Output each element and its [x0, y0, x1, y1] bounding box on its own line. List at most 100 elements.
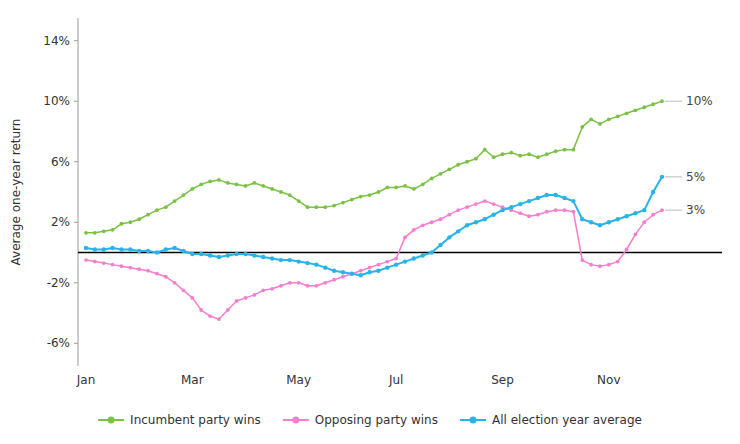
- series-point: [270, 287, 274, 291]
- series-point: [102, 229, 106, 233]
- annotation: 5%: [686, 170, 705, 184]
- series-point: [501, 152, 505, 156]
- series-point: [624, 214, 628, 218]
- series-point: [571, 210, 575, 214]
- series-point: [359, 269, 363, 273]
- series-point: [137, 249, 141, 253]
- series-point: [208, 180, 212, 184]
- series-point: [545, 193, 549, 197]
- series-point: [633, 211, 637, 215]
- legend-label: Incumbent party wins: [130, 413, 261, 427]
- series-point: [172, 246, 176, 250]
- series-point: [660, 175, 664, 179]
- series-point: [84, 258, 88, 262]
- series-point: [616, 260, 620, 264]
- series-point: [305, 261, 309, 265]
- y-axis-line: [78, 18, 79, 366]
- series-point: [439, 217, 443, 221]
- series-point: [616, 114, 620, 118]
- series-point: [244, 296, 248, 300]
- series-point: [146, 249, 150, 253]
- annotation-connector: [665, 176, 682, 177]
- series-point: [261, 288, 265, 292]
- series-point: [128, 247, 132, 251]
- series-point: [173, 199, 177, 203]
- series-point: [598, 122, 602, 126]
- series-point: [500, 208, 504, 212]
- series-point: [429, 250, 433, 254]
- series-point: [137, 267, 141, 271]
- series-point: [146, 213, 150, 217]
- series-point: [527, 152, 531, 156]
- series-point: [607, 220, 611, 224]
- y-tick-label: 6%: [51, 155, 70, 169]
- series-point: [607, 263, 611, 267]
- series-point: [332, 204, 336, 208]
- series-point: [279, 284, 283, 288]
- series-point: [155, 208, 159, 212]
- series-point: [296, 259, 300, 263]
- series-point: [598, 264, 602, 268]
- series-point: [536, 155, 540, 159]
- series-point: [492, 202, 496, 206]
- series-point: [84, 246, 88, 250]
- y-tick: [74, 343, 78, 344]
- series-point: [314, 262, 318, 266]
- series-point: [270, 187, 274, 191]
- series-point: [234, 252, 238, 256]
- series-point: [642, 220, 646, 224]
- series-point: [412, 256, 416, 260]
- series-point: [279, 258, 283, 262]
- series-point: [146, 269, 150, 273]
- series-point: [244, 184, 248, 188]
- series-point: [368, 266, 372, 270]
- series-point: [607, 117, 611, 121]
- legend-marker: [292, 417, 299, 424]
- series-point: [190, 296, 194, 300]
- series-point: [93, 260, 97, 264]
- series-point: [84, 231, 88, 235]
- series-point: [288, 258, 292, 262]
- series-point: [155, 272, 159, 276]
- series-point: [483, 199, 487, 203]
- series-point: [111, 263, 115, 267]
- series-line: [86, 101, 662, 233]
- series-point: [288, 193, 292, 197]
- series-point: [580, 125, 584, 129]
- series-point: [580, 217, 584, 221]
- series-point: [562, 196, 566, 200]
- series-point: [430, 220, 434, 224]
- series-point: [306, 205, 310, 209]
- y-tick: [74, 282, 78, 283]
- series-point: [279, 190, 283, 194]
- series-point: [217, 178, 221, 182]
- series-point: [102, 261, 106, 265]
- series-point: [315, 284, 319, 288]
- series-point: [394, 257, 398, 261]
- series-point: [651, 190, 655, 194]
- series-point: [545, 152, 549, 156]
- x-tick-label: Nov: [597, 373, 620, 387]
- series-point: [323, 265, 327, 269]
- y-tick-label: -6%: [47, 336, 70, 350]
- series-point: [164, 275, 168, 279]
- y-axis-label: Average one-year return: [9, 119, 23, 266]
- series-point: [553, 193, 557, 197]
- series-point: [447, 235, 451, 239]
- series-point: [589, 263, 593, 267]
- plot-area: [84, 99, 664, 321]
- series-point: [226, 253, 230, 257]
- series-point: [412, 187, 416, 191]
- y-tick: [74, 222, 78, 223]
- series-point: [306, 284, 310, 288]
- legend-item: Opposing party wins: [283, 413, 438, 427]
- series-point: [128, 220, 132, 224]
- series-point: [545, 210, 549, 214]
- series-point: [385, 260, 389, 264]
- series-point: [173, 281, 177, 285]
- series-point: [536, 213, 540, 217]
- series-point: [252, 253, 256, 257]
- x-tick-label: Jul: [388, 373, 403, 387]
- series-point: [634, 232, 638, 236]
- series-point: [563, 208, 567, 212]
